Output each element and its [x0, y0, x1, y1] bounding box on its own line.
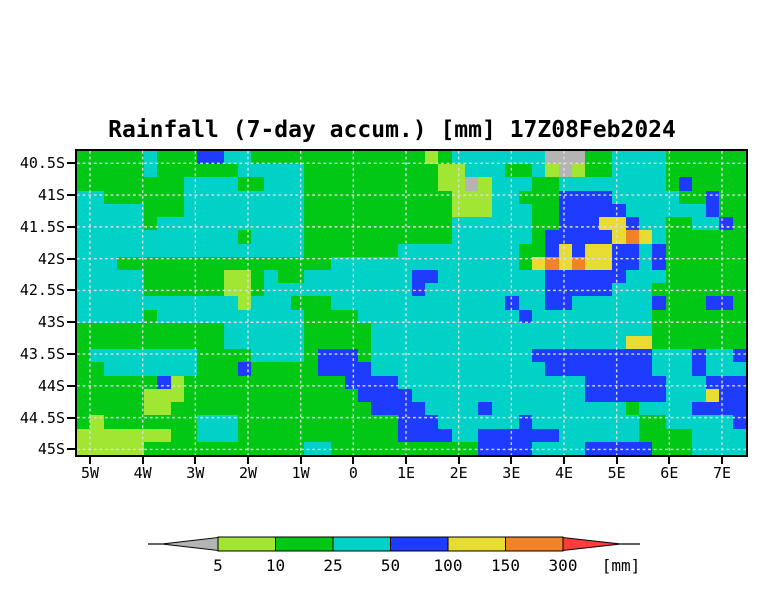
y-tick-mark: [67, 258, 75, 260]
x-tick-label: 0: [323, 464, 383, 482]
rainfall-chart-page: Rainfall (7-day accum.) [mm] 17Z08Feb202…: [0, 0, 784, 612]
x-tick-mark: [510, 457, 512, 464]
colorbar-level-label: 25: [323, 556, 342, 575]
x-tick-label: 3W: [165, 464, 225, 482]
x-tick-mark: [142, 457, 144, 464]
x-tick-label: 6E: [639, 464, 699, 482]
y-tick-mark: [67, 321, 75, 323]
x-tick-mark: [247, 457, 249, 464]
y-tick-label: 44.5S: [0, 409, 65, 427]
x-tick-label: 3E: [481, 464, 541, 482]
x-tick-mark: [458, 457, 460, 464]
y-tick-mark: [67, 417, 75, 419]
x-tick-mark: [405, 457, 407, 464]
y-tick-label: 43S: [0, 313, 65, 331]
x-tick-label: 1W: [271, 464, 331, 482]
colorbar-level-label: 5: [213, 556, 223, 575]
x-tick-mark: [352, 457, 354, 464]
y-tick-mark: [67, 162, 75, 164]
colorbar-under-arrow: [162, 538, 218, 551]
y-tick-mark: [67, 385, 75, 387]
y-tick-label: 40.5S: [0, 154, 65, 172]
colorbar-segment: [218, 537, 276, 551]
colorbar-segment: [506, 537, 564, 551]
x-tick-label: 1E: [376, 464, 436, 482]
x-tick-label: 4W: [113, 464, 173, 482]
chart-title: Rainfall (7-day accum.) [mm] 17Z08Feb202…: [0, 117, 784, 143]
x-tick-label: 2W: [218, 464, 278, 482]
x-tick-mark: [194, 457, 196, 464]
y-tick-label: 45S: [0, 440, 65, 458]
x-tick-mark: [668, 457, 670, 464]
colorbar-segment: [333, 537, 391, 551]
colorbar-unit-label: [mm]: [602, 556, 641, 575]
map-plot-area: [75, 149, 748, 457]
x-tick-mark: [89, 457, 91, 464]
y-tick-mark: [67, 353, 75, 355]
colorbar-level-label: 100: [434, 556, 463, 575]
graticule-gridlines: [77, 151, 746, 455]
y-tick-mark: [67, 289, 75, 291]
colorbar-level-label: 50: [381, 556, 400, 575]
y-tick-label: 42S: [0, 250, 65, 268]
y-tick-mark: [67, 194, 75, 196]
x-tick-label: 4E: [534, 464, 594, 482]
y-tick-label: 41S: [0, 186, 65, 204]
colorbar-segment: [448, 537, 506, 551]
colorbar-level-label: 10: [266, 556, 285, 575]
y-tick-label: 43.5S: [0, 345, 65, 363]
colorbar: 5 10 25 50 100 150 300 [mm]: [140, 530, 660, 578]
colorbar-level-label: 150: [491, 556, 520, 575]
x-tick-label: 2E: [429, 464, 489, 482]
x-tick-mark: [300, 457, 302, 464]
y-tick-mark: [67, 448, 75, 450]
colorbar-segment: [276, 537, 334, 551]
y-tick-label: 44S: [0, 377, 65, 395]
y-tick-mark: [67, 226, 75, 228]
x-tick-label: 7E: [692, 464, 752, 482]
colorbar-over-arrow: [563, 538, 621, 551]
x-tick-mark: [721, 457, 723, 464]
y-tick-label: 42.5S: [0, 281, 65, 299]
x-tick-mark: [616, 457, 618, 464]
colorbar-segment: [391, 537, 449, 551]
colorbar-level-label: 300: [549, 556, 578, 575]
x-tick-label: 5W: [60, 464, 120, 482]
x-tick-mark: [563, 457, 565, 464]
x-tick-label: 5E: [587, 464, 647, 482]
y-tick-label: 41.5S: [0, 218, 65, 236]
